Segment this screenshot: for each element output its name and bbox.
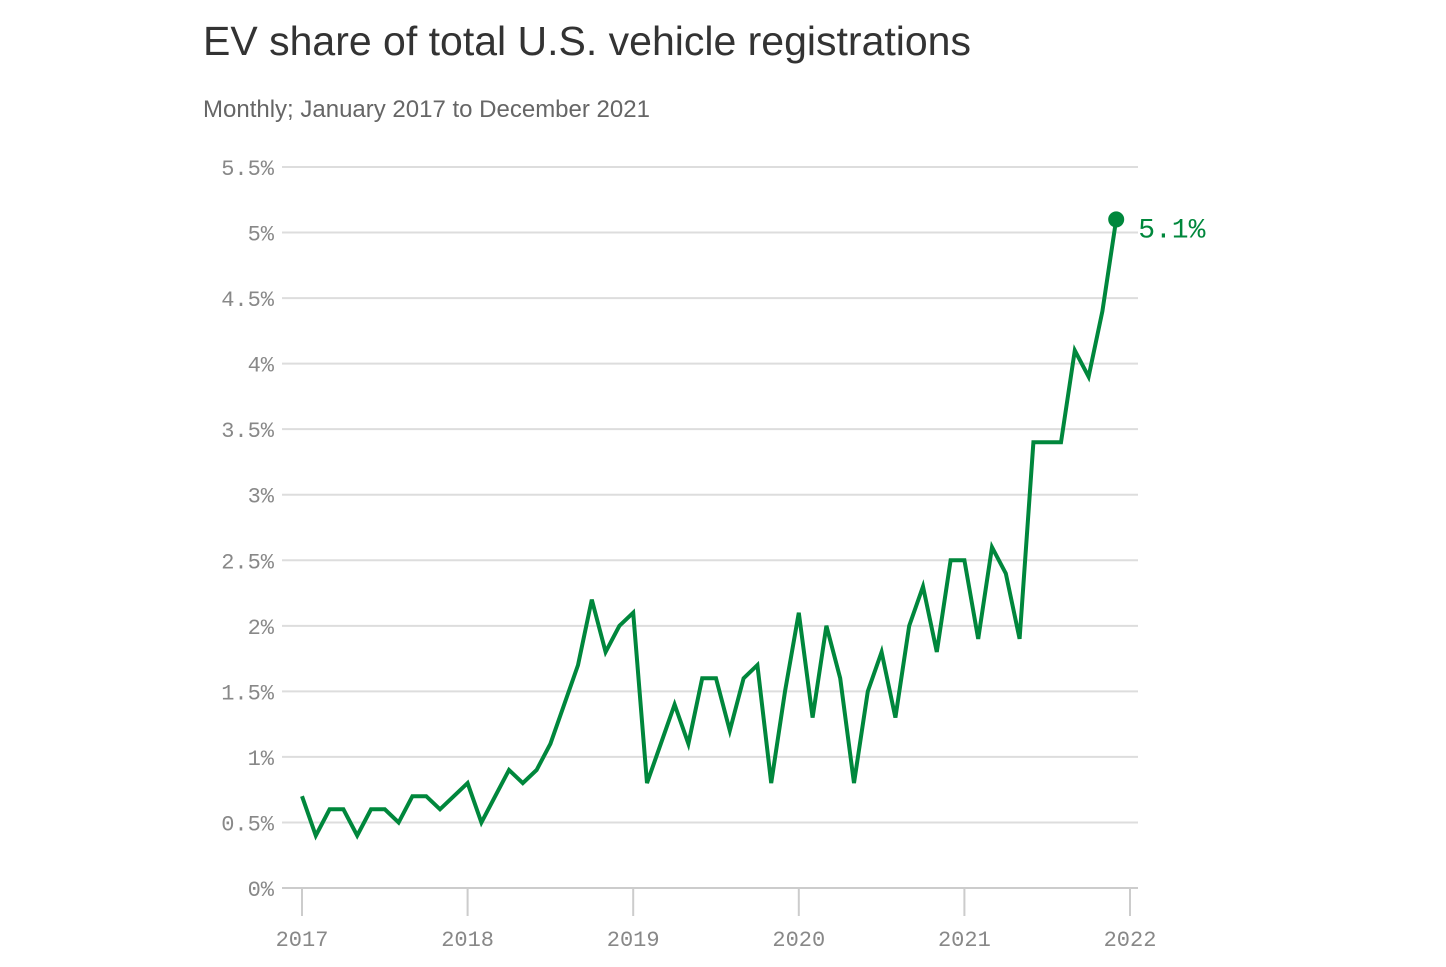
y-tick-label: 2.5% [221, 550, 275, 575]
y-tick-label: 5.5% [221, 157, 275, 182]
end-value-label: 5.1% [1138, 215, 1205, 246]
y-tick-label: 0% [248, 878, 275, 903]
chart-subtitle: Monthly; January 2017 to December 2021 [203, 96, 650, 123]
x-axis-tick-labels: 2017 2018 2019 2020 2021 2022 [276, 928, 1157, 953]
y-tick-label: 2% [248, 616, 275, 641]
gridlines [282, 166, 1138, 824]
x-tick-label: 2022 [1104, 928, 1157, 953]
y-tick-label: 3.5% [221, 419, 275, 444]
y-tick-label: 1.5% [221, 681, 275, 706]
y-tick-label: 0.5% [221, 812, 275, 837]
chart-title: EV share of total U.S. vehicle registrat… [203, 18, 971, 64]
x-axis [282, 887, 1138, 916]
x-tick-label: 2020 [772, 928, 825, 953]
series-line [300, 219, 1119, 841]
x-tick-label: 2019 [607, 928, 660, 953]
x-tick-label: 2017 [276, 928, 329, 953]
y-tick-label: 4% [248, 354, 275, 379]
y-tick-label: 4.5% [221, 288, 275, 313]
y-tick-label: 1% [248, 747, 275, 772]
series-layer: 5.1% [300, 211, 1206, 841]
y-tick-label: 3% [248, 485, 275, 510]
y-tick-label: 5% [248, 223, 275, 248]
y-axis-tick-labels: 0% 0.5% 1% 1.5% 2% 2.5% 3% 3.5% 4% 4.5% 5% 5.5% [221, 157, 275, 903]
x-tick-label: 2018 [441, 928, 494, 953]
x-tick-label: 2021 [938, 928, 991, 953]
end-point-marker [1108, 211, 1125, 228]
